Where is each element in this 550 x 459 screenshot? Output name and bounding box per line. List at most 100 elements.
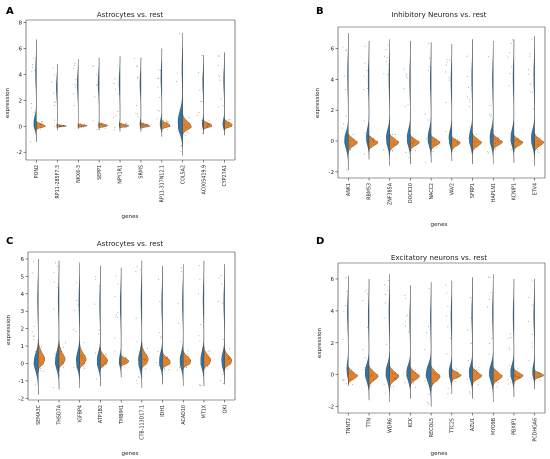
- data-point: [208, 123, 210, 125]
- data-point: [33, 57, 35, 59]
- violin-rest: [33, 39, 37, 142]
- data-point: [469, 126, 471, 128]
- data-point: [165, 121, 167, 123]
- data-point: [434, 369, 436, 371]
- x-tick-label: IDH1: [160, 405, 166, 417]
- data-point: [393, 143, 395, 145]
- data-point: [449, 59, 451, 61]
- violin-rest: [427, 42, 432, 163]
- data-point: [157, 109, 159, 111]
- data-point: [395, 134, 396, 135]
- data-point: [364, 153, 366, 155]
- y-tick-label: 3: [20, 309, 24, 315]
- x-tick-label: ATP1B2: [98, 405, 104, 423]
- data-point: [219, 79, 221, 81]
- data-point: [445, 284, 447, 286]
- data-point: [516, 368, 518, 370]
- data-point: [114, 78, 116, 80]
- data-point: [57, 266, 58, 268]
- violin-rest: [55, 260, 60, 390]
- data-point: [144, 359, 146, 361]
- data-point: [489, 113, 491, 115]
- violin-group: [451, 136, 461, 152]
- violin-group: [161, 119, 171, 131]
- data-point: [539, 137, 541, 139]
- x-tick-label: PBXIP1: [512, 418, 518, 435]
- data-point: [135, 112, 137, 114]
- x-tick-label: TMBIM1: [119, 405, 125, 425]
- data-point: [370, 385, 372, 387]
- data-point: [529, 55, 531, 57]
- violin-rest: [96, 265, 101, 387]
- y-tick-label: 2: [330, 341, 334, 347]
- y-tick-label: 2: [20, 327, 24, 333]
- data-point: [349, 373, 351, 375]
- data-point: [474, 141, 476, 143]
- data-point: [498, 137, 500, 139]
- data-point: [185, 360, 187, 362]
- data-point: [446, 353, 448, 355]
- data-point: [406, 374, 408, 376]
- x-tick-label: WDR6: [387, 418, 393, 433]
- data-point: [428, 393, 430, 395]
- data-point: [425, 377, 427, 379]
- data-point: [178, 322, 180, 324]
- data-point: [178, 125, 180, 127]
- data-point: [349, 149, 351, 151]
- data-point: [73, 105, 75, 107]
- data-point: [144, 358, 146, 360]
- violin-group: [58, 340, 66, 371]
- data-point: [452, 148, 454, 150]
- data-point: [470, 342, 472, 344]
- violin-group: [451, 368, 462, 383]
- data-point: [80, 355, 82, 357]
- data-point: [429, 147, 431, 148]
- y-tick-label: 4: [330, 77, 334, 83]
- data-point: [34, 384, 36, 386]
- data-point: [364, 357, 366, 359]
- data-point: [508, 337, 510, 339]
- data-point: [33, 339, 35, 341]
- data-point: [342, 339, 344, 341]
- data-point: [530, 377, 532, 379]
- data-point: [101, 122, 103, 124]
- violin-group: [98, 122, 108, 129]
- data-point: [124, 357, 126, 359]
- data-point: [352, 379, 354, 381]
- data-point: [387, 74, 389, 76]
- data-point: [510, 42, 512, 44]
- data-point: [125, 127, 127, 129]
- data-point: [53, 105, 55, 107]
- data-point: [407, 331, 409, 333]
- data-point: [229, 348, 231, 350]
- data-point: [384, 284, 386, 286]
- data-point: [40, 349, 42, 351]
- violin-rest: [139, 57, 142, 132]
- data-point: [363, 119, 365, 121]
- data-point: [508, 346, 510, 348]
- data-point: [509, 52, 511, 54]
- data-point: [429, 66, 431, 68]
- data-point: [511, 66, 513, 68]
- data-point: [412, 137, 413, 139]
- x-tick-label: SEPP1: [97, 165, 103, 180]
- data-point: [527, 73, 529, 75]
- violin-rest: [77, 58, 79, 129]
- data-point: [509, 348, 511, 350]
- data-point: [467, 329, 469, 331]
- data-point: [54, 262, 56, 264]
- data-point: [227, 368, 229, 370]
- data-point: [72, 93, 74, 94]
- data-point: [218, 55, 220, 57]
- data-point: [370, 382, 371, 384]
- data-point: [478, 384, 479, 386]
- data-point: [95, 352, 97, 354]
- data-point: [428, 288, 430, 290]
- data-point: [428, 403, 430, 405]
- data-point: [160, 367, 162, 369]
- data-point: [488, 276, 490, 278]
- data-point: [469, 297, 471, 299]
- x-tick-label: RBMS3: [367, 183, 373, 200]
- y-tick-label: 5: [20, 274, 24, 280]
- data-point: [387, 279, 389, 281]
